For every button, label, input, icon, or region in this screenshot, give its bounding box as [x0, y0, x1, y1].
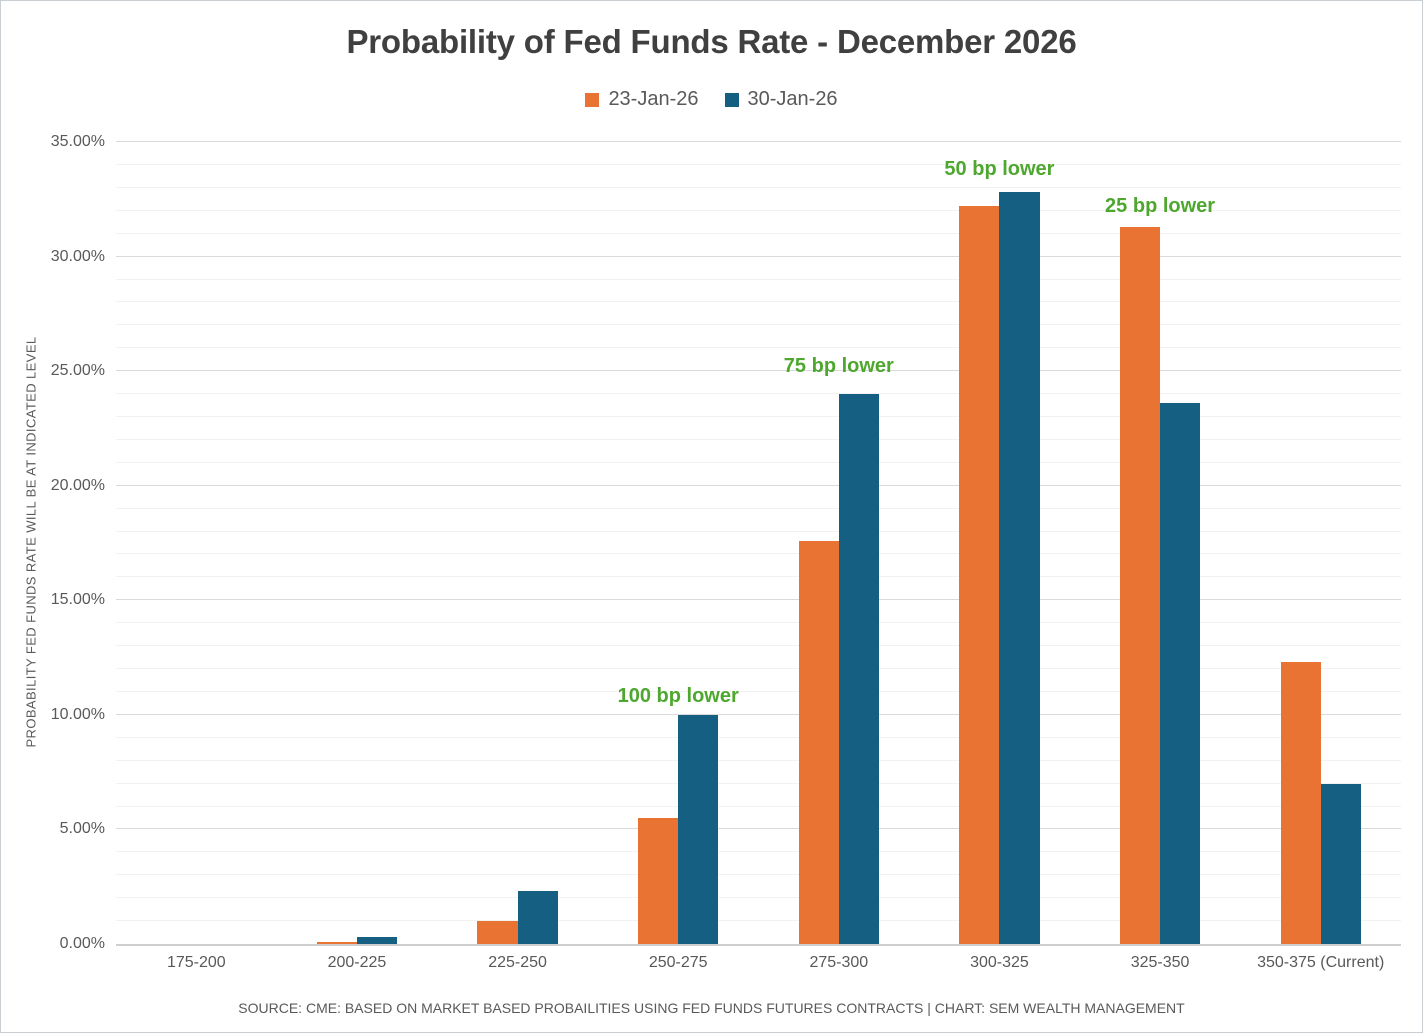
- x-category-label: 225-250: [488, 954, 547, 971]
- y-tick-label: 30.00%: [50, 247, 105, 265]
- bar-23-jan-26-275-300: [798, 540, 839, 944]
- x-axis-labels: 175-200 200-225 225-250 250-275 275-300 300-3…: [116, 954, 1401, 978]
- y-tick-label: 10.00%: [50, 705, 105, 723]
- minor-gridline: [116, 163, 1401, 165]
- y-tick-label: 0.00%: [59, 935, 105, 952]
- bar-30-jan-26-250-275: [678, 714, 719, 944]
- minor-gridline: [116, 874, 1401, 876]
- y-tick-label: 25.00%: [50, 362, 105, 380]
- minor-gridline: [116, 805, 1401, 807]
- minor-gridline: [116, 186, 1401, 188]
- legend-label: 30-Jan-26: [747, 88, 838, 110]
- y-tick-label: 5.00%: [59, 820, 105, 838]
- bar-30-jan-26-325-350: [1160, 403, 1201, 944]
- minor-gridline: [116, 278, 1401, 280]
- chart-title: Probability of Fed Funds Rate - December…: [346, 23, 1077, 60]
- bar-23-jan-26-325-350: [1119, 226, 1161, 944]
- minor-gridline: [116, 301, 1401, 303]
- minor-gridline: [116, 736, 1401, 738]
- x-category-label: 350-375 (Current): [1257, 954, 1385, 971]
- legend-item-23-jan-26: 23-Jan-26: [585, 88, 699, 111]
- major-gridline: [116, 713, 1401, 715]
- minor-gridline: [116, 668, 1401, 670]
- major-gridline: [116, 599, 1401, 601]
- minor-gridline: [116, 209, 1401, 211]
- bar-23-jan-26-300-325: [959, 206, 1000, 944]
- minor-gridline: [116, 782, 1401, 784]
- annotation-25-bp-lower: 25 bp lower: [1105, 194, 1216, 217]
- bar-23-jan-26-350-375-current-: [1280, 662, 1321, 944]
- minor-gridline: [116, 759, 1401, 761]
- x-category-label: 200-225: [327, 954, 387, 971]
- minor-gridline: [116, 897, 1401, 899]
- minor-gridline: [116, 438, 1401, 440]
- major-gridline: [116, 370, 1401, 372]
- x-category-label: 325-350: [1130, 954, 1190, 971]
- minor-gridline: [116, 576, 1401, 578]
- major-gridline: [116, 828, 1401, 830]
- y-axis-tick-labels: 0.00% 5.00% 10.00% 15.00% 20.00% 25.00% 30.00%…: [1, 1, 105, 1032]
- bar-30-jan-26-350-375-current-: [1320, 783, 1361, 944]
- legend-item-30-jan-26: 30-Jan-26: [724, 88, 838, 111]
- minor-gridline: [116, 920, 1401, 922]
- minor-gridline: [116, 461, 1401, 463]
- minor-gridline: [116, 690, 1401, 692]
- minor-gridline: [116, 347, 1401, 349]
- minor-gridline: [116, 393, 1401, 395]
- legend-swatch-orange-icon: [585, 92, 600, 107]
- bar-23-jan-26-200-225: [316, 941, 357, 944]
- bar-30-jan-26-200-225: [356, 937, 398, 944]
- x-category-label: 175-200: [166, 954, 226, 971]
- bar-30-jan-26-275-300: [838, 394, 879, 944]
- plot-area: 100 bp lower 75 bp lower 50 bp lower 25 bp …: [116, 141, 1401, 946]
- major-gridline: [116, 484, 1401, 486]
- minor-gridline: [116, 622, 1401, 624]
- annotation-50-bp-lower: 50 bp lower: [944, 157, 1055, 180]
- legend: 23-Jan-26 30-Jan-26: [1, 88, 1422, 111]
- minor-gridline: [116, 530, 1401, 532]
- y-tick-label: 20.00%: [50, 476, 105, 494]
- x-category-label: 250-275: [648, 954, 708, 971]
- source-note: SOURCE: CME: BASED ON MARKET BASED PROBA…: [238, 1000, 1185, 1016]
- x-category-label: 300-325: [970, 954, 1029, 971]
- minor-gridline: [116, 324, 1401, 326]
- minor-gridline: [116, 553, 1401, 555]
- bar-23-jan-26-250-275: [638, 817, 679, 944]
- annotation-100-bp-lower: 100 bp lower: [617, 684, 739, 707]
- bar-30-jan-26-300-325: [999, 192, 1040, 944]
- minor-gridline: [116, 507, 1401, 509]
- x-category-label: 275-300: [809, 954, 869, 971]
- minor-gridline: [116, 415, 1401, 417]
- minor-gridline: [116, 232, 1401, 234]
- major-gridline: [116, 255, 1401, 257]
- y-tick-label: 35.00%: [50, 133, 105, 150]
- annotation-75-bp-lower: 75 bp lower: [783, 355, 894, 378]
- bar-30-jan-26-225-250: [517, 891, 558, 944]
- legend-label: 23-Jan-26: [608, 88, 699, 110]
- y-tick-label: 15.00%: [50, 591, 105, 609]
- legend-swatch-blue-icon: [724, 92, 739, 107]
- minor-gridline: [116, 851, 1401, 853]
- minor-gridline: [116, 645, 1401, 647]
- major-gridline: [116, 141, 1401, 142]
- bar-23-jan-26-225-250: [477, 921, 518, 944]
